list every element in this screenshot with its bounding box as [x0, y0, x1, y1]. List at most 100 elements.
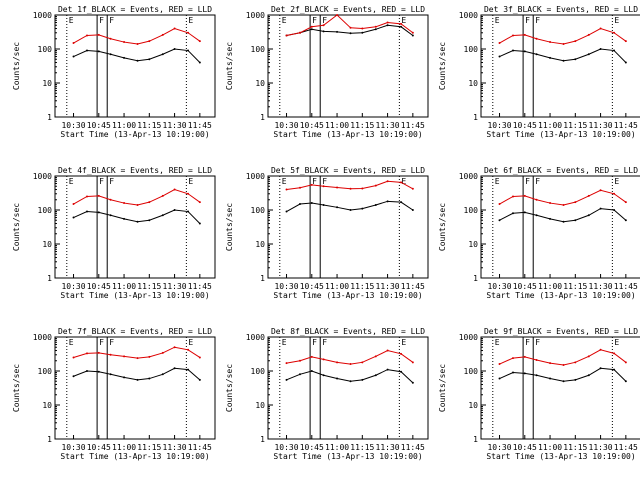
- y-tick-label: 1000: [459, 11, 478, 20]
- chart-panel-7: Det 7f_BLACK = Events, RED = LLD 1 10 100 10…: [12, 327, 216, 461]
- series-line-lld: [499, 349, 627, 366]
- data-point-lld: [549, 362, 552, 365]
- data-point-events: [400, 25, 403, 28]
- data-point-events: [198, 222, 201, 225]
- event-marker-label: E: [495, 338, 500, 347]
- y-axis-label: Counts/sec: [225, 42, 234, 90]
- data-point-lld: [613, 352, 616, 355]
- data-point-lld: [86, 34, 88, 37]
- x-tick-label: 11:45: [188, 282, 212, 291]
- data-point-lld: [72, 42, 75, 45]
- data-point-lld: [512, 357, 514, 360]
- data-point-events: [97, 50, 100, 53]
- data-point-events: [361, 207, 364, 210]
- data-point-events: [161, 53, 164, 56]
- x-tick-label: 10:30: [274, 121, 298, 130]
- x-tick-label: 11:15: [563, 121, 587, 130]
- series-line-lld: [286, 350, 414, 365]
- chart-panel-4: Det 4f_BLACK = Events, RED = LLD 1 10 100 10…: [12, 166, 216, 300]
- y-tick-label: 100: [38, 206, 53, 215]
- y-tick-label: 10: [255, 79, 265, 88]
- data-point-lld: [562, 204, 565, 207]
- y-tick-label: 100: [251, 367, 266, 376]
- data-point-lld: [549, 202, 552, 205]
- data-point-events: [148, 377, 151, 380]
- y-axis-label: Counts/sec: [225, 203, 234, 251]
- data-point-lld: [173, 346, 176, 349]
- data-point-events: [535, 374, 538, 377]
- event-marker-label: F: [99, 16, 104, 25]
- y-tick-label: 100: [38, 45, 53, 54]
- y-tick-label: 10: [42, 240, 52, 249]
- x-axis-label: Start Time (13-Apr-13 10:19:00): [60, 130, 209, 139]
- data-point-events: [187, 368, 190, 371]
- data-point-events: [549, 217, 552, 220]
- event-marker-label: F: [109, 338, 114, 347]
- data-point-lld: [411, 361, 414, 364]
- x-tick-label: 11:00: [112, 121, 136, 130]
- data-point-lld: [587, 194, 590, 197]
- data-point-events: [523, 50, 526, 53]
- event-marker-label: F: [312, 338, 317, 347]
- data-point-events: [361, 378, 364, 381]
- data-point-lld: [285, 362, 288, 365]
- x-tick-label: 11:45: [401, 443, 425, 452]
- data-point-lld: [523, 355, 526, 358]
- event-marker-label: F: [535, 338, 540, 347]
- event-marker-label: E: [614, 16, 619, 25]
- data-point-events: [161, 214, 164, 217]
- y-tick-label: 10: [468, 401, 478, 410]
- data-point-lld: [411, 187, 414, 190]
- data-point-lld: [349, 363, 352, 366]
- x-tick-label: 10:45: [87, 282, 111, 291]
- event-marker-label: E: [282, 16, 287, 25]
- data-point-lld: [374, 25, 377, 28]
- data-point-events: [72, 375, 75, 378]
- x-tick-label: 11:15: [563, 282, 587, 291]
- data-point-events: [361, 31, 364, 34]
- plot-frame: [54, 175, 216, 279]
- event-marker-label: E: [282, 338, 287, 347]
- data-point-events: [613, 209, 616, 211]
- x-tick-label: 11:30: [163, 282, 187, 291]
- chart-panel-6: Det 6f_BLACK = Events, RED = LLD 1 10 100 10…: [438, 166, 640, 300]
- data-point-events: [512, 371, 514, 374]
- data-point-events: [374, 204, 377, 207]
- data-point-lld: [136, 357, 139, 360]
- chart-panel-5: Det 5f_BLACK = Events, RED = LLD 1 10 100 10…: [225, 166, 429, 300]
- data-point-events: [562, 380, 565, 383]
- x-tick-label: 10:45: [300, 443, 324, 452]
- chart-title: Det 7f_BLACK = Events, RED = LLD: [58, 327, 212, 336]
- chart-title: Det 6f_BLACK = Events, RED = LLD: [484, 166, 638, 175]
- event-marker-label: F: [322, 177, 327, 186]
- x-tick-label: 10:45: [87, 443, 111, 452]
- data-point-lld: [198, 40, 201, 43]
- plot-frame: [480, 14, 640, 118]
- data-point-events: [386, 24, 389, 27]
- x-tick-label: 10:45: [300, 282, 324, 291]
- data-point-events: [173, 367, 176, 370]
- event-marker-label: F: [535, 177, 540, 186]
- data-point-events: [336, 377, 339, 380]
- data-point-lld: [97, 194, 100, 197]
- data-point-events: [173, 209, 176, 211]
- y-tick-label: 10: [255, 401, 265, 410]
- chart-title: Det 2f_BLACK = Events, RED = LLD: [271, 5, 425, 14]
- event-marker-label: E: [401, 177, 406, 186]
- y-tick-label: 1000: [33, 11, 52, 20]
- data-point-lld: [613, 31, 616, 34]
- x-tick-label: 11:00: [325, 282, 349, 291]
- data-point-lld: [198, 356, 201, 359]
- data-point-events: [523, 211, 526, 214]
- data-point-lld: [562, 364, 565, 367]
- data-point-lld: [285, 188, 288, 191]
- data-point-events: [86, 370, 88, 372]
- data-point-events: [123, 56, 126, 59]
- x-tick-label: 10:30: [61, 121, 85, 130]
- series-line-events: [499, 208, 627, 223]
- y-tick-label: 1000: [33, 333, 52, 342]
- data-point-lld: [599, 348, 602, 351]
- data-point-lld: [587, 355, 590, 358]
- y-tick-label: 1000: [459, 172, 478, 181]
- data-point-events: [310, 202, 313, 205]
